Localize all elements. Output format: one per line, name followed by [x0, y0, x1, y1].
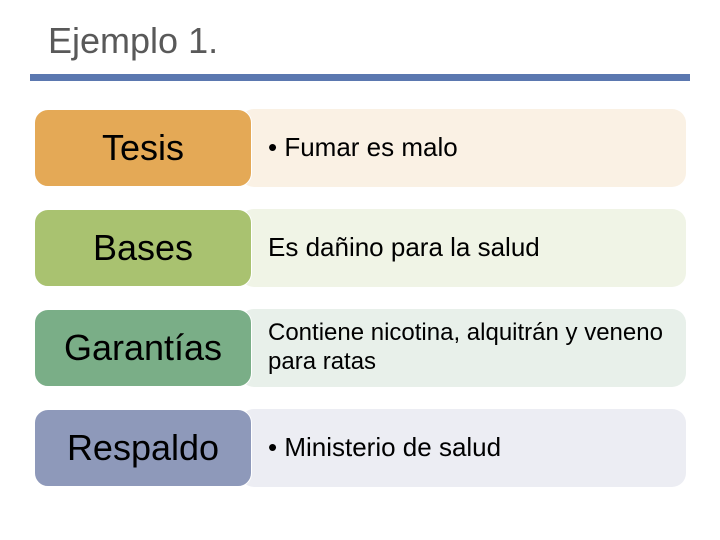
title-rule: [30, 74, 690, 81]
slide-title: Ejemplo 1.: [48, 20, 690, 62]
row-tag: Respaldo: [34, 409, 252, 487]
row-tag: Tesis: [34, 109, 252, 187]
row-content: • Ministerio de salud: [240, 409, 686, 487]
row-content: • Fumar es malo: [240, 109, 686, 187]
slide: Ejemplo 1. Tesis• Fumar es malo BasesEs d…: [0, 0, 720, 540]
row: Tesis• Fumar es malo: [34, 109, 686, 187]
row: Respaldo• Ministerio de salud: [34, 409, 686, 487]
row-tag: Garantías: [34, 309, 252, 387]
row: BasesEs dañino para la salud: [34, 209, 686, 287]
rows-container: Tesis• Fumar es malo BasesEs dañino para …: [30, 109, 690, 487]
row-content: Contiene nicotina, alquitrán y veneno pa…: [240, 309, 686, 387]
row-content: Es dañino para la salud: [240, 209, 686, 287]
row: GarantíasContiene nicotina, alquitrán y …: [34, 309, 686, 387]
row-tag: Bases: [34, 209, 252, 287]
